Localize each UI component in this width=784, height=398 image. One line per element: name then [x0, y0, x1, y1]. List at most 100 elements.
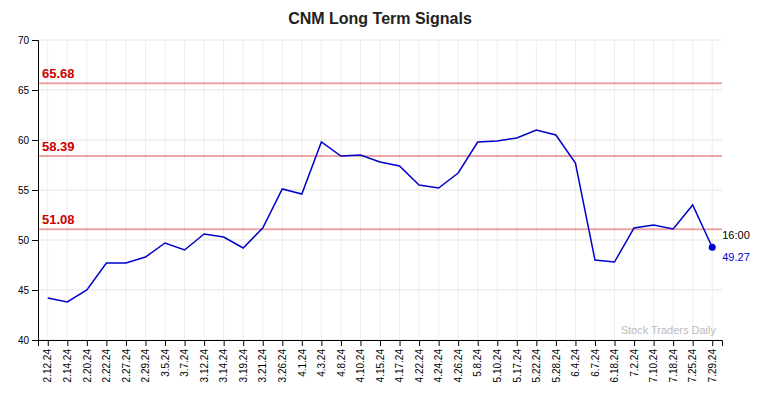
x-grid-line [204, 40, 205, 340]
marks [38, 83, 722, 302]
x-grid-line [536, 40, 537, 340]
x-grid-line [165, 40, 166, 340]
y-tick-label: 45 [18, 285, 30, 296]
y-tick-mark [32, 190, 38, 191]
x-tick-mark [439, 340, 440, 346]
x-tick-label: 3.26.24 [277, 349, 288, 383]
x-grid-line [184, 40, 185, 340]
y-axis: 40455055606570 [18, 35, 39, 346]
x-grid-line [477, 40, 478, 340]
x-grid-line [399, 40, 400, 340]
x-grid-line [555, 40, 556, 340]
signal-line [38, 228, 722, 230]
x-grid-line [321, 40, 322, 340]
x-grid-line [360, 40, 361, 340]
x-tick-label: 7.25.24 [687, 349, 698, 383]
signal-line [38, 155, 722, 157]
x-tick: 3.19.24 [238, 340, 249, 382]
x-grid-line [575, 40, 576, 340]
x-tick-mark [615, 340, 616, 346]
x-axis-line [39, 341, 723, 347]
x-grid-line [516, 40, 517, 340]
x-tick-mark [87, 340, 88, 346]
annotations: 65.6858.3951.0816:0049.27Stock Traders D… [42, 66, 750, 336]
y-tick: 40 [18, 335, 38, 346]
x-tick: 2.22.24 [101, 340, 112, 382]
x-tick-label: 7.18.24 [668, 349, 679, 383]
x-tick-mark [712, 340, 713, 346]
x-tick: 5.8.24 [472, 340, 483, 377]
x-tick-mark [126, 340, 127, 346]
x-tick: 4.8.24 [336, 340, 347, 377]
x-tick: 2.29.24 [140, 340, 151, 382]
x-tick-mark [106, 340, 107, 346]
x-grid-line [712, 40, 713, 340]
x-tick: 5.22.24 [531, 340, 542, 382]
x-tick-label: 3.21.24 [257, 349, 268, 383]
y-tick-mark [32, 90, 38, 91]
x-tick: 7.29.24 [707, 340, 718, 382]
x-tick: 5.10.24 [492, 340, 503, 382]
x-tick-label: 5.17.24 [512, 349, 523, 383]
x-grid-line [145, 40, 146, 340]
x-tick-label: 4.26.24 [453, 349, 464, 383]
y-tick-label: 65 [18, 85, 30, 96]
y-tick-label: 40 [18, 335, 30, 346]
x-tick: 3.14.24 [218, 340, 229, 382]
x-tick-label: 7.29.24 [707, 349, 718, 383]
x-tick-label: 3.19.24 [238, 349, 249, 383]
x-tick: 6.7.24 [590, 340, 601, 377]
x-tick-label: 2.22.24 [101, 349, 112, 383]
x-tick: 3.5.24 [160, 340, 171, 377]
x-grid-line [340, 40, 341, 340]
x-tick-label: 4.24.24 [433, 349, 444, 383]
x-tick: 5.17.24 [512, 340, 523, 382]
x-tick-label: 4.22.24 [414, 349, 425, 383]
y-tick-label: 60 [18, 135, 30, 146]
y-tick-mark [32, 240, 38, 241]
grid [38, 40, 722, 340]
x-tick: 3.26.24 [277, 340, 288, 382]
x-tick: 4.10.24 [355, 340, 366, 382]
x-tick-mark [282, 340, 283, 346]
price-line [48, 130, 712, 302]
x-tick-label: 5.10.24 [492, 349, 503, 383]
x-tick-mark [517, 340, 518, 346]
x-tick-mark [67, 340, 68, 346]
x-tick-label: 4.10.24 [355, 349, 366, 383]
y-axis-line [32, 41, 39, 341]
x-grid-line [301, 40, 302, 340]
x-tick-label: 6.18.24 [609, 349, 620, 383]
x-tick: 7.18.24 [668, 340, 679, 382]
x-tick-mark [48, 340, 49, 346]
x-grid-line [86, 40, 87, 340]
signal-label: 65.68 [42, 66, 75, 81]
x-tick-mark [321, 340, 322, 346]
x-tick: 7.10.24 [648, 340, 659, 382]
x-tick-label: 5.8.24 [472, 349, 483, 377]
x-tick-mark [575, 340, 576, 346]
y-tick-mark [32, 290, 38, 291]
x-tick-mark [165, 340, 166, 346]
x-tick-label: 4.15.24 [375, 349, 386, 383]
x-grid-line [458, 40, 459, 340]
x-grid-line [262, 40, 263, 340]
x-grid-line [243, 40, 244, 340]
x-tick: 3.21.24 [257, 340, 268, 382]
x-grid-line [47, 40, 48, 340]
x-tick-mark [497, 340, 498, 346]
x-grid-line [438, 40, 439, 340]
x-tick: 2.20.24 [82, 340, 93, 382]
x-tick-mark [145, 340, 146, 346]
x-tick: 4.15.24 [375, 340, 386, 382]
x-tick-label: 4.17.24 [394, 349, 405, 383]
x-tick-label: 7.2.24 [629, 349, 640, 377]
x-tick: 3.7.24 [179, 340, 190, 377]
x-tick-label: 2.20.24 [82, 349, 93, 383]
x-tick: 2.14.24 [62, 340, 73, 382]
x-tick-mark [224, 340, 225, 346]
x-tick-label: 4.3.24 [316, 349, 327, 377]
x-tick-mark [302, 340, 303, 346]
x-tick: 6.18.24 [609, 340, 620, 382]
x-tick-mark [263, 340, 264, 346]
